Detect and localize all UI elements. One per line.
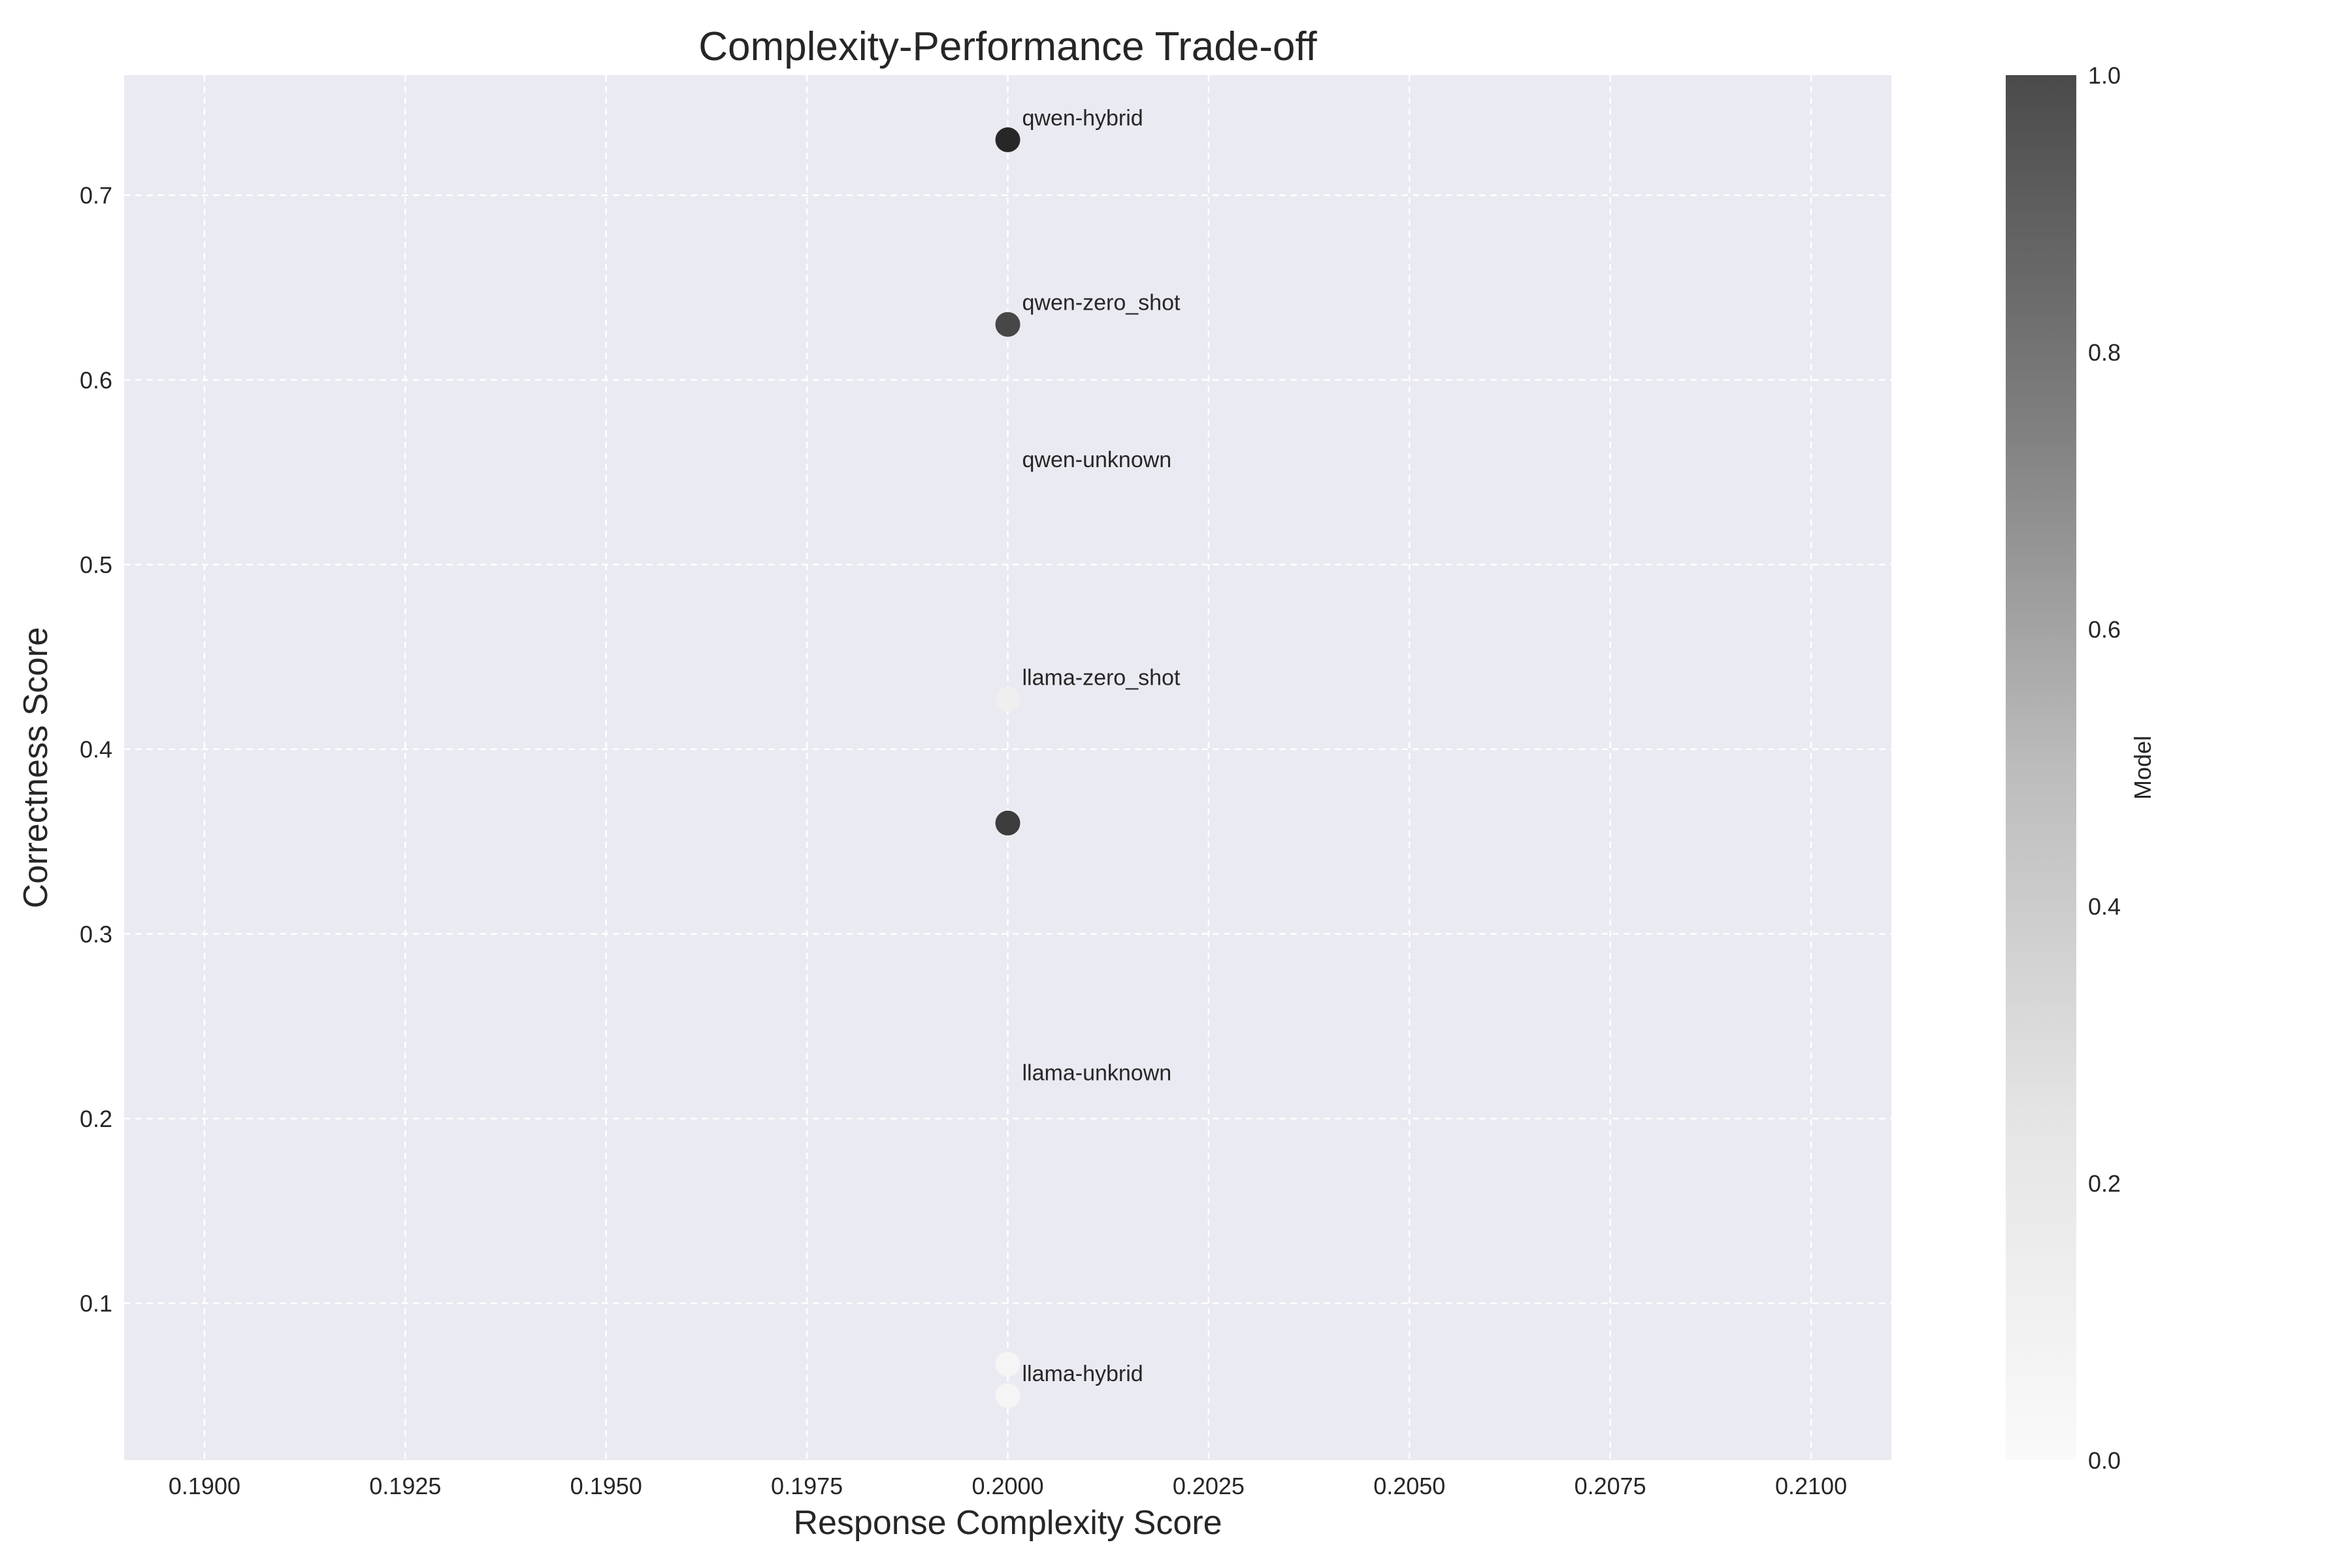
point-annotation: qwen-unknown [1022,448,1172,472]
y-tick-label: 0.1 [80,1290,112,1317]
point-annotation: llama-zero_shot [1022,665,1181,690]
x-tick-label: 0.2050 [1373,1473,1445,1499]
scatter-point [995,687,1021,712]
x-tick-label: 0.2000 [972,1473,1043,1499]
data-points [995,127,1021,1409]
x-axis-ticks: 0.1900 0.1925 0.1950 0.1975 0.2000 0.2025 0.20… [169,1473,1847,1499]
x-tick-label: 0.2075 [1575,1473,1646,1499]
y-tick-label: 0.4 [80,736,112,763]
colorbar-tick-label: 0.4 [2088,893,2121,920]
point-annotation: llama-unknown [1022,1060,1172,1085]
colorbar-tick-label: 0.0 [2088,1447,2121,1474]
y-tick-label: 0.7 [80,182,112,209]
scatter-point [995,312,1021,337]
x-tick-label: 0.2025 [1173,1473,1245,1499]
y-axis-ticks: 0.1 0.2 0.3 0.4 0.5 0.6 0.7 [80,182,112,1317]
y-tick-label: 0.3 [80,921,112,947]
colorbar-tick-label: 1.0 [2088,62,2121,89]
y-axis-label: Correctness Score [17,627,55,909]
colorbar-label: Model [2129,736,2156,800]
colorbar-tick-label: 0.6 [2088,616,2121,643]
x-tick-label: 0.2100 [1775,1473,1847,1499]
point-annotation: llama-hybrid [1022,1362,1143,1386]
colorbar-gradient [2006,75,2076,1460]
point-annotations: qwen-hybrid qwen-zero_shot qwen-unknown lla… [1022,106,1181,1386]
point-annotation: qwen-hybrid [1022,106,1143,131]
y-tick-label: 0.2 [80,1105,112,1132]
x-axis-label: Response Complexity Score [793,1504,1222,1542]
scatter-point [995,127,1021,152]
colorbar-tick-label: 0.2 [2088,1170,2121,1197]
point-annotation: qwen-zero_shot [1022,291,1181,316]
x-tick-label: 0.1925 [369,1473,441,1499]
scatter-point [995,810,1021,836]
colorbar: 0.0 0.2 0.4 0.6 0.8 1.0 Model [2006,62,2156,1474]
colorbar-ticks: 0.0 0.2 0.4 0.6 0.8 1.0 [2088,62,2121,1474]
x-tick-label: 0.1975 [771,1473,843,1499]
chart-title: Complexity-Performance Trade-off [698,24,1317,69]
colorbar-tick-label: 0.8 [2088,339,2121,366]
x-tick-label: 0.1900 [169,1473,240,1499]
x-tick-label: 0.1950 [570,1473,642,1499]
grid [124,75,1891,1460]
y-tick-label: 0.5 [80,551,112,578]
scatter-point [995,1352,1021,1377]
y-tick-label: 0.6 [80,367,112,393]
scatter-point [995,1383,1021,1409]
